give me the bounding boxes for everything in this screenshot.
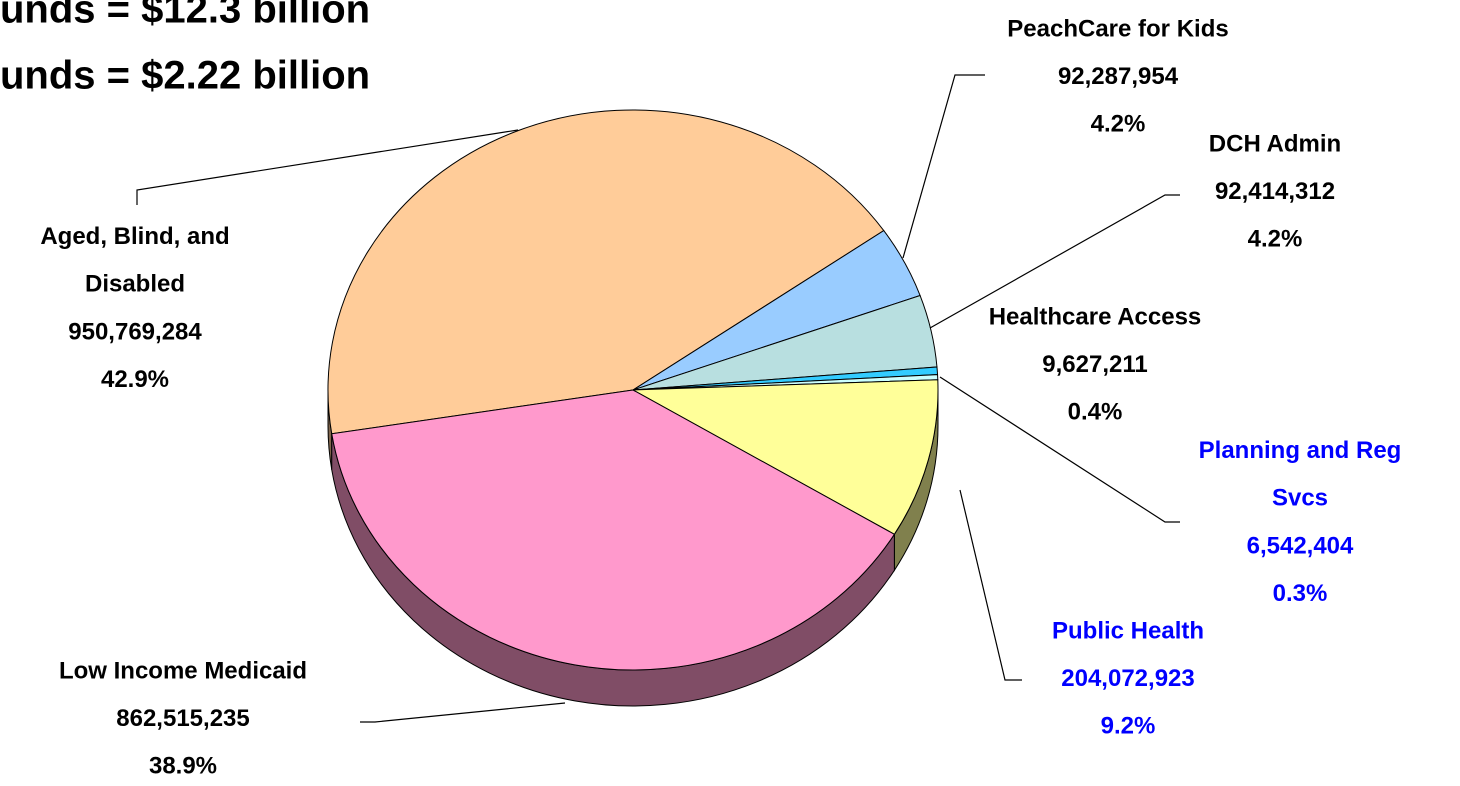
slice-value-label: 862,515,235 <box>116 705 249 732</box>
leader-line <box>136 129 519 205</box>
pie-slice <box>631 379 939 535</box>
slice-label: Low Income Medicaid <box>59 657 307 684</box>
leader-line <box>959 489 1022 681</box>
slice-label: Aged, Blind, and Disabled <box>40 223 229 298</box>
title-line: unds = $2.22 billion <box>0 54 370 98</box>
slice-value-label: 92,287,954 <box>1058 63 1179 90</box>
slice-value-label: 6,542,404 <box>1247 532 1354 559</box>
slice-label: Planning and Reg Svcs <box>1199 437 1402 512</box>
slice-percent-label: 0.4% <box>1068 398 1123 425</box>
pie-slice <box>327 109 885 435</box>
slice-label: Public Health <box>1052 617 1204 644</box>
slice-label: DCH Admin <box>1209 130 1341 157</box>
leader-line <box>929 194 1180 329</box>
slice-value-label: 9,627,211 <box>1042 351 1147 378</box>
slice-percent-label: 38.9% <box>149 752 217 779</box>
leader-line <box>939 376 1180 523</box>
title-line: unds = $12.3 billion <box>0 0 370 32</box>
leader-line <box>360 702 566 723</box>
slice-value-label: 92,414,312 <box>1215 178 1335 205</box>
slice-value-label: 950,769,284 <box>68 318 202 345</box>
slice-value-label: 204,072,923 <box>1061 665 1194 692</box>
leader-line <box>902 74 985 259</box>
slice-percent-label: 9.2% <box>1101 712 1156 739</box>
slice-percent-label: 0.3% <box>1273 580 1328 607</box>
slice-percent-label: 42.9% <box>101 366 169 393</box>
slice-label: PeachCare for Kids <box>1007 15 1228 42</box>
pie-slice <box>331 389 896 671</box>
slice-percent-label: 4.2% <box>1091 110 1146 137</box>
slice-percent-label: 4.2% <box>1248 225 1303 252</box>
slice-label: Healthcare Access <box>989 303 1202 330</box>
